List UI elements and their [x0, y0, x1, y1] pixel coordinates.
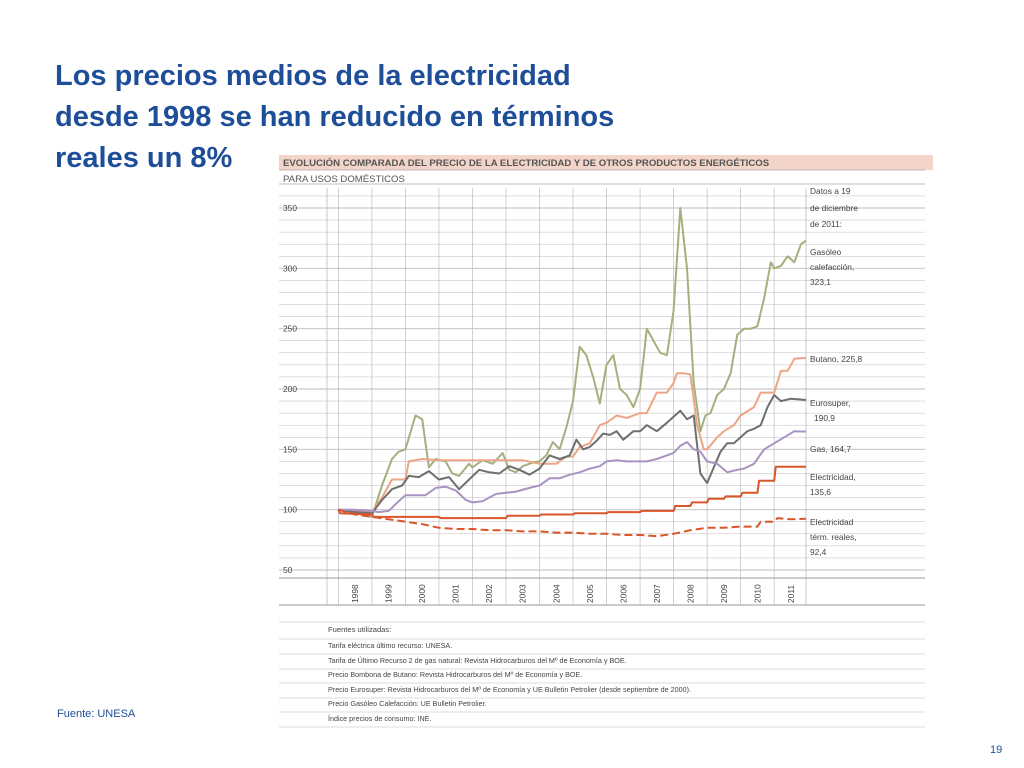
series-line-electricidad-t-rm-reales: [338, 508, 807, 538]
x-tick-label: 2009: [719, 584, 729, 603]
series-label: 190,9: [814, 413, 835, 423]
series-line-gas: [338, 430, 807, 514]
x-tick-label: 2010: [752, 584, 762, 603]
date-note-line: Datos a 19: [810, 186, 851, 196]
series-line-electricidad: [337, 465, 806, 520]
chart-title: EVOLUCIÓN COMPARADA DEL PRECIO DE LA ELE…: [283, 157, 770, 169]
x-tick-label: 1999: [384, 584, 394, 603]
y-tick-label: 150: [283, 444, 297, 454]
series-label: Eurosuper,: [810, 398, 851, 408]
date-note-line: de 2011:: [810, 219, 842, 229]
x-tick-label: 2003: [518, 584, 528, 603]
x-tick-label: 2007: [652, 584, 662, 603]
date-note-line: de diciembre: [810, 203, 858, 213]
series-label: 92,4: [810, 547, 827, 557]
source-item: Precio Eurosuper: Revista Hidrocarburos …: [328, 685, 691, 694]
x-tick-label: 2000: [417, 584, 427, 603]
y-axis-ticks: 350 300 250 200 150 100 50: [283, 203, 297, 575]
y-tick-label: 300: [283, 263, 297, 273]
chart-header-band: [279, 155, 933, 170]
plot-grid: [279, 188, 925, 728]
x-tick-label: 2011: [786, 585, 796, 603]
series-labels: Datos a 19 de diciembre de 2011: Gasóleo…: [810, 186, 862, 557]
source-item: Precio Gasóleo Calefacción: UE Bulletin …: [328, 699, 487, 708]
y-tick-label: 250: [283, 324, 297, 334]
series-lines: [337, 207, 807, 538]
source-item: Índice precios de consumo: INE.: [328, 714, 431, 723]
title-line: desde 1998 se han reducido en términos: [55, 101, 615, 133]
y-tick-label: 50: [283, 565, 293, 575]
x-tick-label: 1998: [350, 584, 360, 603]
series-label: Gas, 164,7: [810, 444, 851, 454]
x-tick-label: 2004: [551, 584, 561, 603]
x-axis-ticks: 1998 1999 2000 2001 2002 2003 2004 2005 2006 2007…: [350, 584, 796, 603]
series-label: Gasóleo: [810, 247, 842, 257]
slide-title: Los precios medios de la electricidad de…: [55, 56, 775, 179]
series-label: 135,6: [810, 487, 831, 497]
series-label: Electricidad: [810, 517, 854, 527]
series-line-eurosuper: [338, 394, 807, 515]
series-line-butano: [338, 356, 807, 514]
source-item: Precio Bombona de Butano: Revista Hidroc…: [328, 670, 582, 679]
series-label: calefacción,: [810, 262, 854, 272]
x-tick-label: 2001: [451, 584, 461, 603]
y-tick-label: 350: [283, 203, 297, 213]
source-item: Tarifa de Último Recurso 2 de gas natura…: [328, 656, 627, 665]
sources-heading: Fuentes utilizadas:: [328, 625, 391, 634]
y-tick-label: 100: [283, 505, 297, 515]
x-tick-label: 2002: [484, 584, 494, 603]
page-number: 19: [990, 744, 1003, 756]
series-label: Butano, 225,8: [810, 354, 862, 364]
sources-block: Fuentes utilizadas: Tarifa eléctrica últ…: [328, 625, 691, 723]
source-note: Fuente: UNESA: [57, 708, 136, 720]
series-label: térm. reales,: [810, 532, 857, 542]
title-line: reales un 8%: [55, 142, 233, 174]
x-tick-label: 2006: [618, 584, 628, 603]
series-label: 323,1: [810, 277, 831, 287]
source-item: Tarifa eléctrica último recurso: UNESA.: [328, 641, 452, 650]
title-line: Los precios medios de la electricidad: [55, 60, 571, 92]
y-tick-label: 200: [283, 384, 297, 394]
series-label: Electricidad,: [810, 472, 856, 482]
chart-subtitle: PARA USOS DOMÉSTICOS: [283, 174, 405, 185]
x-tick-label: 2008: [685, 584, 695, 603]
x-tick-label: 2005: [585, 584, 595, 603]
